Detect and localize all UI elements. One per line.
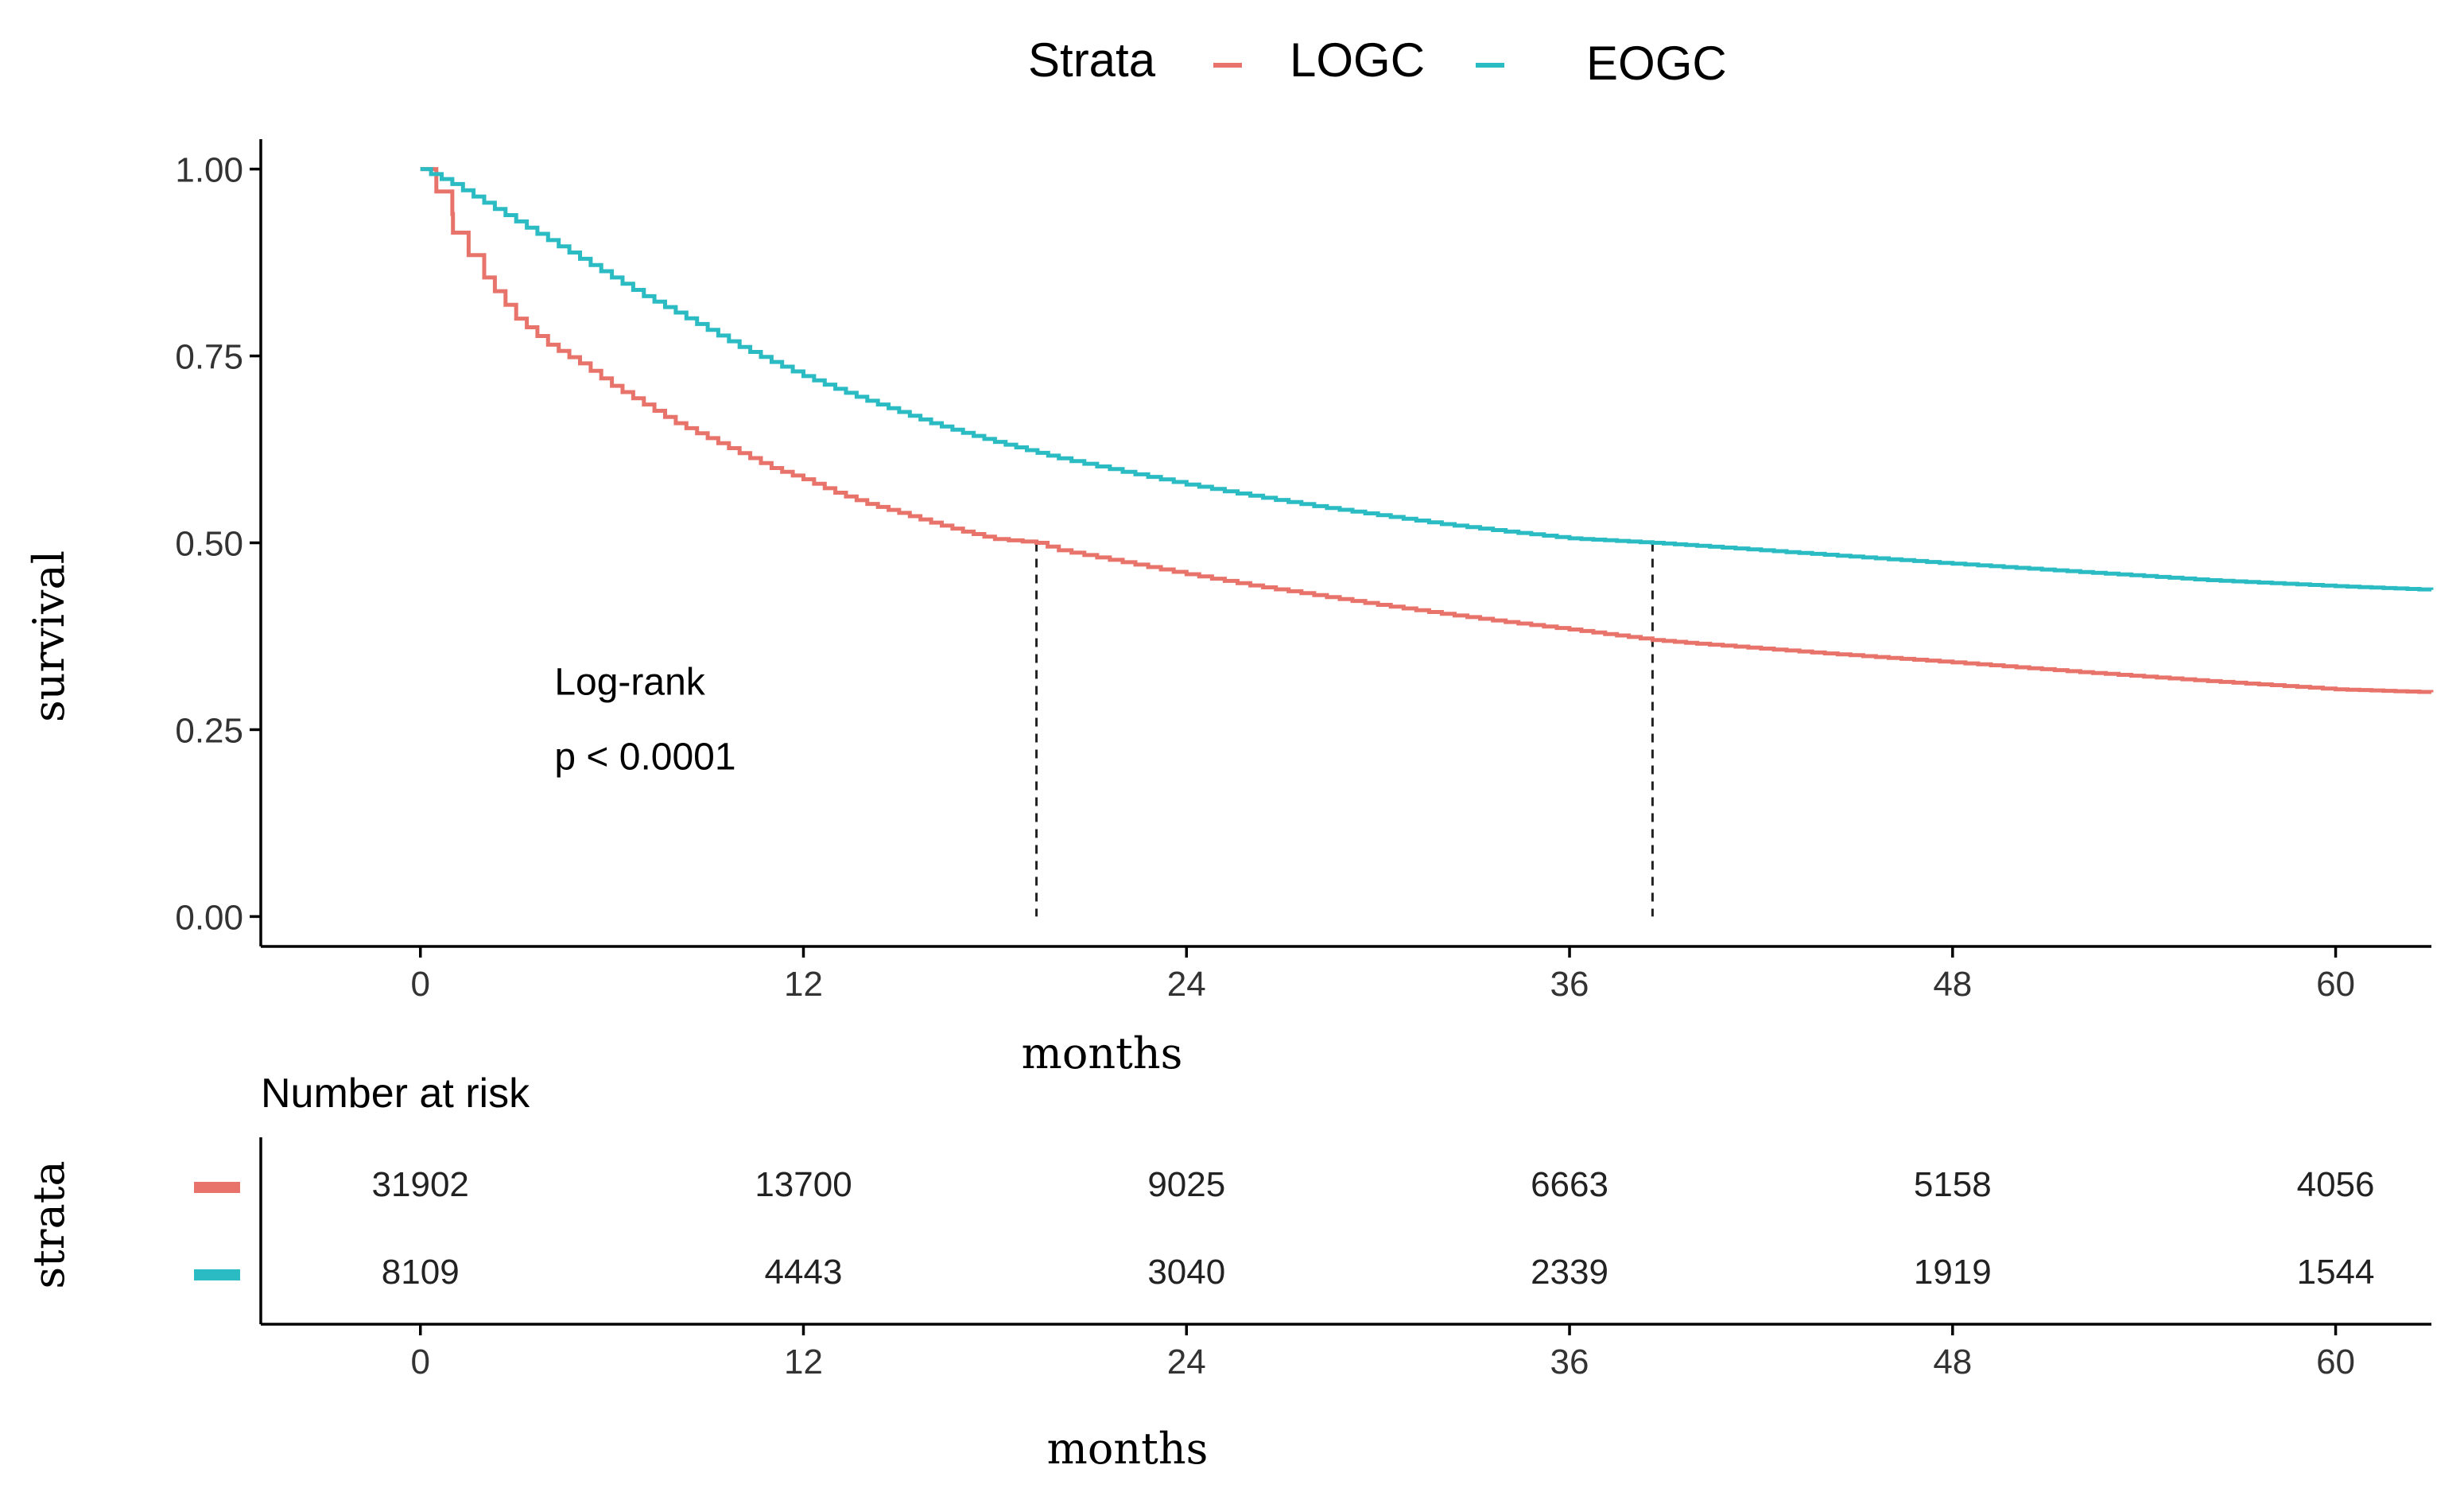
legend: Strata LOGC EOGC bbox=[1028, 33, 1727, 90]
survival-plot: 0.00 0.25 0.50 0.75 1.00 0 12 24 36 48 60 Log-ran… bbox=[24, 139, 2434, 1078]
x-tick-label: 24 bbox=[1167, 965, 1206, 1004]
y-ticks: 0.00 0.25 0.50 0.75 1.00 bbox=[175, 151, 261, 937]
y-tick-label: 0.25 bbox=[175, 711, 243, 750]
risk-value: 31902 bbox=[372, 1165, 469, 1204]
x-axis-title: months bbox=[1022, 1028, 1183, 1078]
risk-value: 4056 bbox=[2297, 1165, 2375, 1204]
risk-table: Number at risk 31902 13700 9025 6663 5158 405… bbox=[24, 1071, 2431, 1474]
y-tick-label: 0.50 bbox=[175, 525, 243, 564]
risk-y-axis-title: strata bbox=[24, 1160, 74, 1288]
survival-curves bbox=[420, 167, 2434, 694]
y-tick-label: 0.75 bbox=[175, 338, 243, 377]
legend-label-logc: LOGC bbox=[1290, 33, 1425, 87]
risk-x-tick-label: 48 bbox=[1933, 1343, 1972, 1381]
logrank-label: Log-rank bbox=[554, 661, 705, 703]
risk-value: 3040 bbox=[1147, 1253, 1225, 1292]
risk-x-axis-title: months bbox=[1047, 1424, 1209, 1474]
x-ticks: 0 12 24 36 48 60 bbox=[410, 946, 2355, 1004]
x-tick-label: 12 bbox=[784, 965, 823, 1004]
risk-value: 9025 bbox=[1147, 1165, 1225, 1204]
y-tick-label: 0.00 bbox=[175, 898, 243, 937]
x-tick-label: 0 bbox=[410, 965, 429, 1004]
risk-x-tick-label: 24 bbox=[1167, 1343, 1206, 1381]
risk-row-key-logc bbox=[194, 1182, 240, 1193]
x-tick-label: 48 bbox=[1933, 965, 1972, 1004]
risk-x-tick-label: 12 bbox=[784, 1343, 823, 1381]
x-tick-label: 36 bbox=[1550, 965, 1589, 1004]
legend-title: Strata bbox=[1028, 33, 1156, 87]
risk-value: 4443 bbox=[765, 1253, 843, 1292]
p-value-label: p < 0.0001 bbox=[554, 736, 735, 778]
risk-x-ticks: 0 12 24 36 48 60 bbox=[410, 1324, 2355, 1381]
risk-value: 1544 bbox=[2297, 1253, 2375, 1292]
risk-x-tick-label: 60 bbox=[2316, 1343, 2355, 1381]
risk-value: 8109 bbox=[382, 1253, 460, 1292]
survival-curve-logc bbox=[420, 167, 2434, 694]
risk-row-key-eogc bbox=[194, 1269, 240, 1280]
risk-x-tick-label: 0 bbox=[410, 1343, 429, 1381]
y-tick-label: 1.00 bbox=[175, 151, 243, 190]
risk-rows: 31902 13700 9025 6663 5158 4056 8109 4443 3040 23… bbox=[194, 1165, 2375, 1292]
x-tick-label: 60 bbox=[2316, 965, 2355, 1004]
risk-value: 1919 bbox=[1914, 1253, 1992, 1292]
risk-value: 5158 bbox=[1914, 1165, 1992, 1204]
legend-label-eogc: EOGC bbox=[1586, 37, 1727, 90]
risk-table-title: Number at risk bbox=[261, 1071, 530, 1117]
risk-value: 13700 bbox=[755, 1165, 852, 1204]
y-axis-title: survival bbox=[24, 550, 74, 722]
risk-value: 2339 bbox=[1531, 1253, 1608, 1292]
survival-curve-eogc bbox=[420, 167, 2434, 592]
risk-x-tick-label: 36 bbox=[1550, 1343, 1589, 1381]
risk-value: 6663 bbox=[1531, 1165, 1608, 1204]
